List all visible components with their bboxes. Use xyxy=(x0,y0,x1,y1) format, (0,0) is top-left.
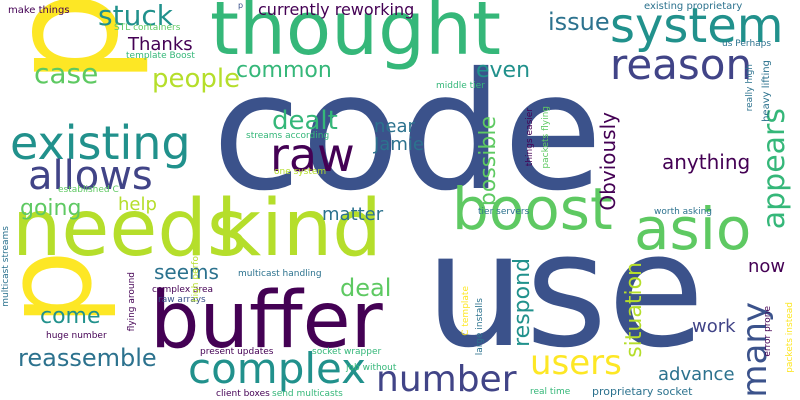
word-respond: respond xyxy=(510,258,535,347)
word-flying-around: flying around xyxy=(127,272,137,332)
word-people: people xyxy=(152,64,241,94)
word-anything: anything xyxy=(662,150,751,174)
word-users: users xyxy=(530,343,622,383)
word-matter: matter xyxy=(322,204,384,225)
word-reassemble: reassemble xyxy=(18,344,157,372)
word-asio: asio xyxy=(634,195,752,263)
word-buffer: buffer xyxy=(150,276,383,366)
word-currently-reworking: currently reworking xyxy=(258,0,415,19)
word-stuck: stuck xyxy=(98,0,173,32)
word-real-time: real time xyxy=(530,387,571,397)
word-things-easier: things easier xyxy=(525,108,535,167)
word-kind: kind xyxy=(216,184,382,274)
word-complex: complex xyxy=(188,344,366,393)
word-multicast-handling: multicast handling xyxy=(238,269,322,279)
word-existing-proprietary: existing proprietary xyxy=(644,1,743,12)
word-tier-servers: tier servers xyxy=(478,207,530,217)
word-packets-flying: packets flying xyxy=(541,106,551,169)
word-high-performance: high performance xyxy=(191,222,201,303)
word-established-c: established C xyxy=(58,185,119,195)
word-system: system xyxy=(610,0,784,54)
word-proprietary-socket: proprietary socket xyxy=(592,385,693,398)
word-common: common xyxy=(236,58,332,83)
word-socket-wrapper: socket wrapper xyxy=(312,347,382,357)
word-complex-area: complex area xyxy=(152,285,214,295)
word-huge-number: huge number xyxy=(46,331,107,341)
word-send-multicasts: send multicasts xyxy=(272,389,343,399)
word-seems: seems xyxy=(154,260,219,284)
word-now: now xyxy=(748,256,786,277)
word-packets-instead: packets instead xyxy=(785,302,795,373)
word-p-small: p xyxy=(238,1,244,10)
word-boost: boost xyxy=(452,175,613,243)
word-job-without: job without xyxy=(346,363,397,373)
word-stl-containers: STL containers xyxy=(114,23,181,33)
word-heavy-lifting: heavy lifting xyxy=(761,60,772,122)
word-really-high: really high xyxy=(745,64,755,112)
word-raw: raw xyxy=(270,128,355,182)
word-allows: allows xyxy=(28,153,153,199)
word-near: near xyxy=(374,116,415,137)
word-present-updates: present updates xyxy=(200,347,274,357)
word-existing: existing xyxy=(10,116,191,170)
word-possible: possible xyxy=(476,116,501,207)
word-needs: needs xyxy=(12,184,248,274)
word-thanks: Thanks xyxy=(128,34,193,55)
word-client-boxes: client boxes xyxy=(216,389,270,399)
word-error-prone: error prone xyxy=(763,306,773,357)
word-one-system: one system xyxy=(274,167,327,177)
word-case: case xyxy=(34,57,99,90)
word-dealt: dealt xyxy=(272,106,338,136)
word-obviously: Obviously xyxy=(596,112,620,211)
word-make-things: make things xyxy=(8,5,70,16)
word-work: work xyxy=(692,316,736,337)
word-help: help xyxy=(118,194,157,215)
word-advance: advance xyxy=(658,364,735,385)
word-issue: issue xyxy=(548,8,610,36)
word-code: code xyxy=(212,39,603,227)
word-appears: appears xyxy=(757,108,792,230)
word-jamie: Jamie xyxy=(374,134,424,155)
word-large-installs: large installs xyxy=(475,298,485,356)
word-deal: deal xyxy=(340,274,392,302)
word-come: come xyxy=(40,304,101,329)
word-number: number xyxy=(376,359,517,400)
word-going: going xyxy=(20,196,82,221)
word-middle-tier: middle tier xyxy=(436,81,485,91)
word-even: even xyxy=(476,58,531,83)
word-us-perhaps: us Perhaps xyxy=(722,39,772,49)
word-use: use xyxy=(425,199,705,383)
word-template-boost: template Boost xyxy=(126,51,195,61)
word-c-template: C template xyxy=(461,286,471,336)
word-reason: reason xyxy=(610,40,753,89)
word-multicast-streams: multicast streams xyxy=(1,226,11,307)
word-thought: thought xyxy=(210,0,501,72)
word-worth-asking: worth asking xyxy=(654,207,712,217)
word-raw-arrays: raw arrays xyxy=(158,295,206,305)
word-situation: situation xyxy=(622,262,647,358)
word-streams-according: streams according xyxy=(246,131,330,141)
